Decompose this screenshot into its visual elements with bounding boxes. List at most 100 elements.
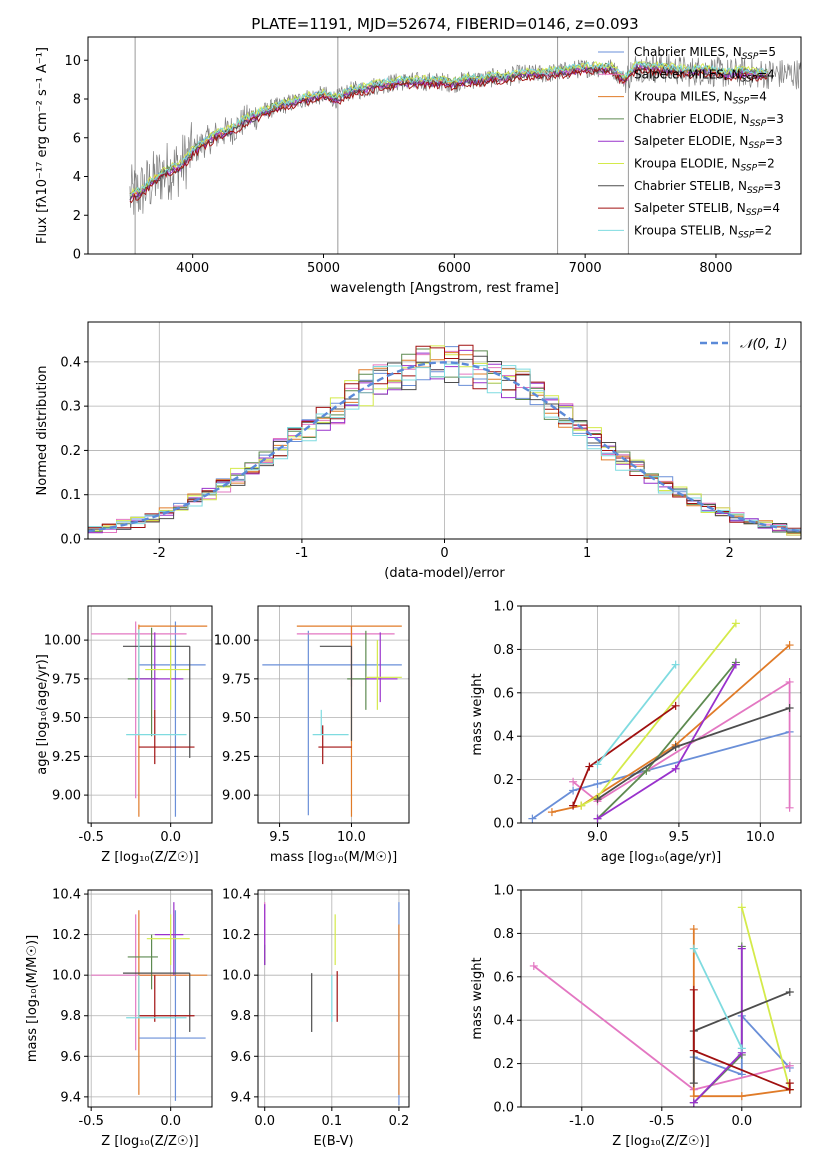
y-tick-label: 0.3 — [60, 400, 81, 415]
spectrum-model-kroupa-elodie — [129, 60, 768, 196]
x-tick-label: 0.0 — [160, 830, 181, 845]
weight-marker — [737, 903, 746, 912]
y-tick-label: 0.8 — [493, 927, 514, 942]
weight-marker — [785, 1079, 794, 1088]
weight-marker — [528, 814, 537, 823]
errorbar-chabrier-miles — [138, 621, 206, 817]
x-tick-label: 1 — [583, 546, 591, 561]
x-tick-label: 6000 — [438, 261, 471, 276]
y-tick-label: 6 — [73, 131, 81, 146]
y-tick-label: 0.2 — [60, 444, 81, 459]
panel-weight_vs_Z: -1.0 -0.5 0.0 0.0 0.2 0.4 0.6 0.8 1.0 Z [log₁₀(Z/… — [470, 884, 802, 1149]
x-tick-label: -2 — [153, 546, 166, 561]
errorbar-chabrier-miles — [138, 910, 206, 1101]
errorbar-kroupa-elodie — [145, 640, 190, 710]
normal-reference-curve — [88, 361, 801, 533]
errorbar-salpeter-stelib — [138, 975, 195, 1022]
weight-marker — [689, 1098, 698, 1107]
weight-marker — [731, 619, 740, 628]
spectrum-legend: Chabrier MILES, NSSP=5 Salpeter MILES, NS… — [598, 45, 784, 240]
y-tick-label: 0.2 — [493, 1057, 514, 1072]
weight-marker — [529, 961, 538, 970]
weight-marker — [593, 760, 602, 769]
x-axis-label: age [log₁₀(age/yr)] — [601, 850, 722, 865]
errorbar-kroupa-miles — [138, 624, 208, 817]
plot-area — [264, 902, 400, 1105]
panel-mass_vs_Z: -0.5 0.0 9.4 9.6 9.8 10.0 10.2 10.4 Z [log₁₀(Z/Z… — [25, 888, 213, 1149]
errorbar-salpeter-elodie — [135, 632, 184, 710]
axes-frame — [87, 605, 213, 824]
y-tick-label: 1.0 — [493, 884, 514, 899]
errorbar-chabrier-stelib — [122, 972, 191, 1032]
y-axis-label: Flux [fλ10⁻¹⁷ erg cm⁻² s⁻¹ A⁻¹] — [35, 47, 50, 244]
y-tick-label: 10.0 — [52, 969, 81, 984]
x-axis-label: (data-model)/error — [384, 566, 505, 581]
errorbar-chabrier-stelib — [319, 645, 353, 741]
figure-title: PLATE=1191, MJD=52674, FIBERID=0146, z=0… — [251, 15, 638, 33]
x-tick-label: 9.5 — [269, 830, 290, 845]
errorbar-kroupa-stelib — [126, 975, 187, 1019]
x-axis-label: Z [log₁₀(Z/Z☉)] — [612, 1134, 709, 1149]
plot-area — [91, 902, 208, 1101]
y-tick-label: 10.2 — [222, 928, 251, 943]
weight-line-kroupa-stelib — [596, 664, 677, 765]
axes-frame — [520, 889, 802, 1108]
weight-marker — [547, 808, 556, 817]
weight-marker — [785, 703, 794, 712]
weight-marker — [785, 1061, 794, 1070]
x-tick-label: 0.0 — [160, 1114, 181, 1129]
x-tick-label: 0.2 — [389, 1114, 410, 1129]
x-tick-label: -1 — [295, 546, 308, 561]
y-tick-label: 0.6 — [493, 970, 514, 985]
errorbar-chabrier-miles — [262, 630, 402, 816]
axes-frame — [257, 889, 410, 1108]
axes-frame — [87, 889, 213, 1108]
legend-entry: Chabrier MILES, NSSP=5 — [634, 45, 776, 62]
weight-line-chabrier-stelib — [597, 707, 790, 800]
y-tick-label: 9.4 — [230, 1090, 251, 1105]
panel-spectrum: 4000 5000 6000 7000 8000 0 2 4 6 8 10 wavelength [A… — [35, 36, 802, 296]
errorbar-salpeter-stelib — [318, 725, 352, 765]
legend-entry: Salpeter MILES, NSSP=4 — [634, 67, 775, 84]
y-tick-label: 1.0 — [493, 600, 514, 615]
y-tick-label: 9.00 — [52, 789, 81, 804]
weight-marker — [689, 944, 698, 953]
weight-marker — [689, 985, 698, 994]
legend-entry: Chabrier STELIB, NSSP=3 — [634, 179, 781, 196]
y-tick-label: 9.75 — [52, 672, 81, 687]
x-tick-label: 5000 — [307, 261, 340, 276]
weight-marker — [785, 641, 794, 650]
spectrum-model-salpeter-stelib — [129, 67, 768, 204]
axes-frame — [520, 605, 802, 824]
y-axis-label: mass [log₁₀(M/M☉)] — [25, 935, 40, 1062]
axes-frame — [257, 605, 410, 824]
y-axis-label: Normed distribution — [35, 366, 50, 496]
weight-marker — [671, 660, 680, 669]
x-tick-label: -0.5 — [78, 830, 103, 845]
weight-marker — [593, 814, 602, 823]
panel-weight_vs_age: 9.0 9.5 10.0 0.0 0.2 0.4 0.6 0.8 1.0 age [log₁₀(a… — [470, 600, 802, 865]
weight-marker — [569, 786, 578, 795]
y-axis-label: age [log₁₀(age/yr)] — [35, 654, 50, 775]
weight-marker — [593, 795, 602, 804]
errorbar-kroupa-stelib — [126, 629, 187, 736]
legend-entry: 𝒩(0, 1) — [740, 337, 787, 352]
panel-mass_vs_EBV: 0.0 0.1 0.2 9.4 9.6 9.8 10.0 10.2 10.4 E(B-V) — [222, 888, 410, 1149]
y-tick-label: 9.00 — [222, 789, 251, 804]
x-axis-label: Z [log₁₀(Z/Z☉)] — [101, 850, 198, 865]
errorbar-kroupa-miles — [296, 625, 402, 817]
x-axis-label: E(B-V) — [313, 1134, 353, 1149]
y-tick-label: 10.4 — [222, 888, 251, 903]
y-tick-label: 0.0 — [493, 1101, 514, 1116]
y-tick-label: 9.8 — [60, 1009, 81, 1024]
y-tick-label: 10.00 — [214, 634, 251, 649]
y-tick-label: 8 — [73, 93, 81, 108]
weight-marker — [785, 677, 794, 686]
weight-marker — [569, 801, 578, 810]
legend-entry: Salpeter STELIB, NSSP=4 — [634, 201, 780, 218]
y-tick-label: 0.4 — [60, 355, 81, 370]
y-tick-label: 0 — [73, 248, 81, 263]
x-axis-label: wavelength [Angstrom, rest frame] — [330, 281, 559, 296]
